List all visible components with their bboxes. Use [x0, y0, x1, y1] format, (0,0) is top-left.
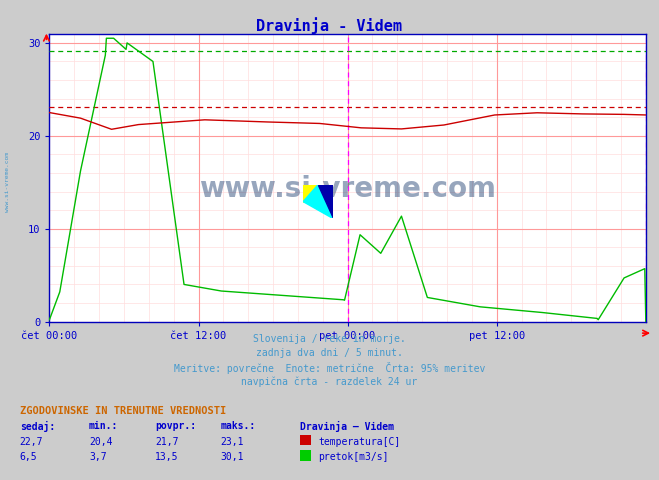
Text: Slovenija / reke in morje.: Slovenija / reke in morje. — [253, 334, 406, 344]
Text: ZGODOVINSKE IN TRENUTNE VREDNOSTI: ZGODOVINSKE IN TRENUTNE VREDNOSTI — [20, 406, 226, 416]
Text: pretok[m3/s]: pretok[m3/s] — [318, 452, 389, 462]
Text: 3,7: 3,7 — [89, 452, 107, 462]
Text: www.si-vreme.com: www.si-vreme.com — [199, 175, 496, 203]
Polygon shape — [318, 185, 333, 218]
Text: 13,5: 13,5 — [155, 452, 179, 462]
Text: 30,1: 30,1 — [221, 452, 244, 462]
Text: Meritve: povrečne  Enote: metrične  Črta: 95% meritev: Meritve: povrečne Enote: metrične Črta: … — [174, 362, 485, 374]
Text: zadnja dva dni / 5 minut.: zadnja dva dni / 5 minut. — [256, 348, 403, 358]
Text: 23,1: 23,1 — [221, 437, 244, 447]
Text: 21,7: 21,7 — [155, 437, 179, 447]
Text: maks.:: maks.: — [221, 421, 256, 432]
Text: 22,7: 22,7 — [20, 437, 43, 447]
Text: navpična črta - razdelek 24 ur: navpična črta - razdelek 24 ur — [241, 377, 418, 387]
Text: povpr.:: povpr.: — [155, 421, 196, 432]
Text: 6,5: 6,5 — [20, 452, 38, 462]
Text: www.si-vreme.com: www.si-vreme.com — [5, 153, 11, 212]
Text: temperatura[C]: temperatura[C] — [318, 437, 401, 447]
Polygon shape — [303, 185, 333, 218]
Text: sedaj:: sedaj: — [20, 421, 55, 432]
Text: Dravinja – Videm: Dravinja – Videm — [300, 421, 394, 432]
Text: min.:: min.: — [89, 421, 119, 432]
Text: Dravinja - Videm: Dravinja - Videm — [256, 17, 403, 34]
Polygon shape — [303, 185, 318, 202]
Text: 20,4: 20,4 — [89, 437, 113, 447]
